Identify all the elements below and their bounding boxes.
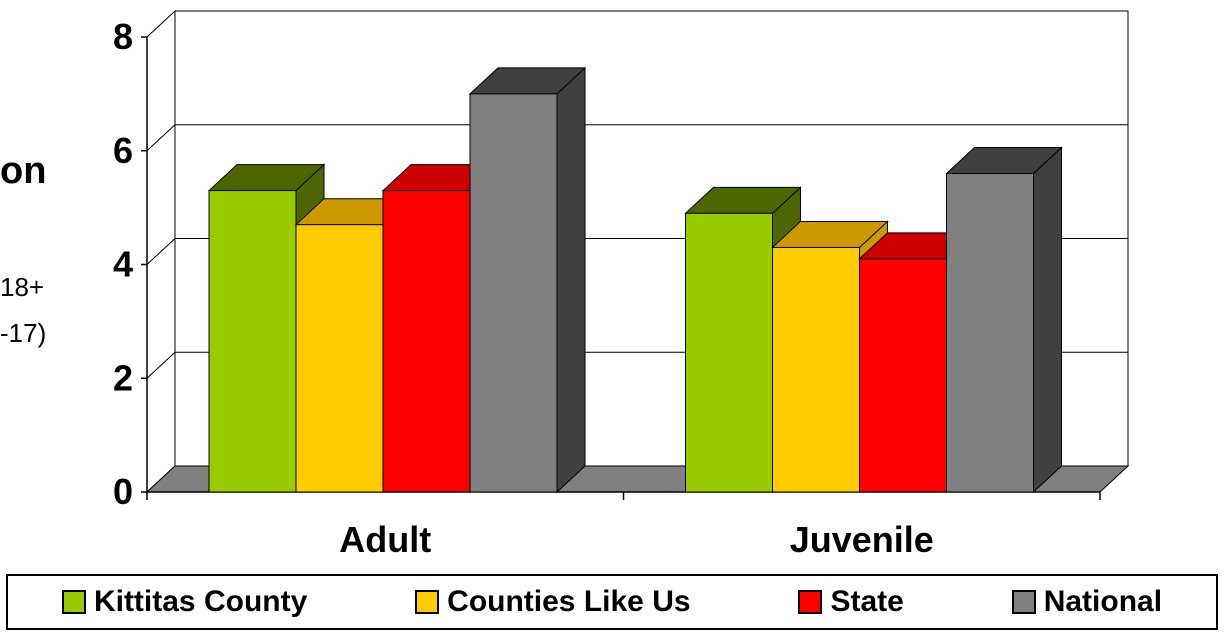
x-category-label: Adult: [339, 519, 431, 560]
bar: [685, 212, 773, 493]
gridline: [146, 124, 1128, 152]
legend-swatch-kittitas: [61, 590, 86, 614]
legend-label-counties: Counties Like Us: [447, 585, 691, 618]
left-note-fragment-2: -17): [0, 318, 47, 348]
legend-label-kittitas: Kittitas County: [93, 585, 308, 618]
bar-side: [1033, 146, 1062, 494]
y-tick-label: 8: [113, 16, 133, 57]
bar: [772, 246, 860, 493]
left-title-fragment: on: [0, 150, 47, 192]
y-tick-label: 2: [113, 357, 133, 398]
legend-swatch-counties: [415, 590, 440, 614]
y-tick-label: 6: [113, 130, 133, 171]
legend-swatch-state: [798, 590, 823, 614]
bar: [382, 190, 471, 493]
legend-item-state: State: [798, 585, 904, 619]
bar: [859, 258, 947, 493]
left-note-fragment-1: 18+: [0, 272, 45, 302]
legend-label-state: State: [830, 585, 904, 618]
bar: [295, 224, 384, 493]
legend: Kittitas County Counties Like Us State N…: [6, 574, 1218, 630]
bar-side: [556, 66, 586, 494]
legend-item-kittitas: Kittitas County: [61, 585, 308, 619]
bar: [208, 190, 297, 493]
legend-item-counties: Counties Like Us: [415, 585, 691, 619]
legend-item-national: National: [1011, 585, 1163, 619]
y-tick-label: 4: [113, 244, 133, 285]
bar: [946, 173, 1034, 493]
legend-swatch-national: [1011, 590, 1036, 614]
bar: [469, 93, 558, 493]
x-category-label: Juvenile: [790, 519, 934, 560]
legend-label-national: National: [1043, 585, 1163, 618]
y-tick-label: 0: [113, 471, 133, 512]
